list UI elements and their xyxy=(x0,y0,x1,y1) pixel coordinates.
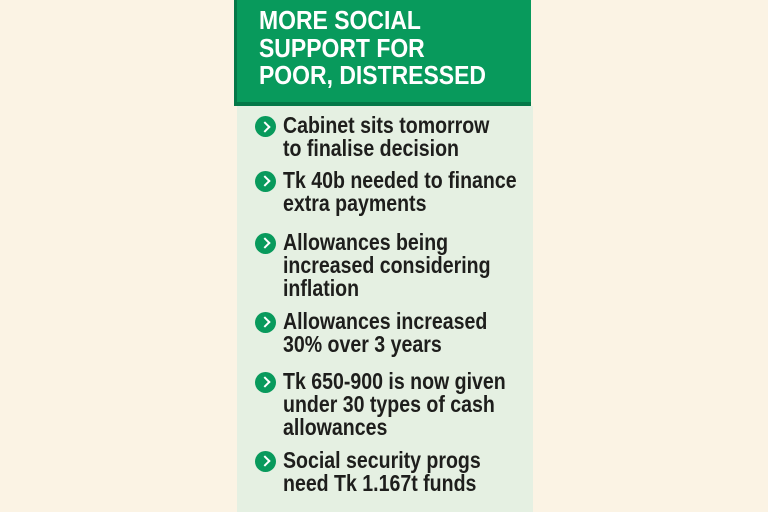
bullet-line: Tk 40b needed to finance xyxy=(283,166,517,193)
title-line: POOR, DISTRESSED xyxy=(259,62,486,90)
chevron-glyph xyxy=(258,455,271,468)
bullet-text: Allowances increased 30% over 3 years xyxy=(283,307,533,358)
chevron-glyph xyxy=(258,175,271,187)
chevron-right-icon xyxy=(255,450,276,472)
bullet-line: Allowances being xyxy=(283,228,449,255)
bullet-line: Tk 650-900 is now given xyxy=(283,367,506,394)
bullet-line: Cabinet sits tomorrow xyxy=(283,112,490,138)
bullet-item: Social security progs need Tk 1.167t fun… xyxy=(237,446,533,497)
title-line: SUPPORT FOR xyxy=(259,34,425,63)
bullet-line: allowances xyxy=(283,414,388,441)
panel-title: MORE SOCIAL SUPPORT FOR POOR, DISTRESSED xyxy=(237,0,531,91)
bullet-line: to finalise decision xyxy=(283,135,459,162)
bullet-item: Tk 40b needed to finance extra payments xyxy=(237,166,533,217)
panel-header: MORE SOCIAL SUPPORT FOR POOR, DISTRESSED xyxy=(234,0,531,106)
bullet-line: extra payments xyxy=(283,190,427,217)
bullet-line: need Tk 1.167t funds xyxy=(283,470,477,497)
bullet-text: Cabinet sits tomorrow to finalise decisi… xyxy=(283,112,533,162)
bullet-line: under 30 types of cash xyxy=(283,391,495,418)
chevron-right-icon xyxy=(255,170,276,192)
chevron-right-icon xyxy=(255,311,276,333)
bullet-text: Social security progs need Tk 1.167t fun… xyxy=(283,446,533,497)
bullet-line: inflation xyxy=(283,275,360,302)
bullet-item: Allowances being increased considering i… xyxy=(237,228,533,302)
bullet-text: Allowances being increased considering i… xyxy=(283,228,533,302)
chevron-glyph xyxy=(258,376,271,388)
bullet-text: Tk 40b needed to finance extra payments xyxy=(283,166,533,217)
chevron-glyph xyxy=(258,316,271,329)
bullet-item: Allowances increased 30% over 3 years xyxy=(237,307,533,358)
bullet-line: Social security progs xyxy=(283,446,481,473)
bullet-text: Tk 650-900 is now given under 30 types o… xyxy=(283,367,533,441)
bullet-line: 30% over 3 years xyxy=(283,331,442,358)
bullet-line: increased considering xyxy=(283,252,491,279)
chevron-glyph xyxy=(258,120,271,133)
title-line: MORE SOCIAL xyxy=(259,7,421,35)
bullet-item: Cabinet sits tomorrow to finalise decisi… xyxy=(237,112,533,162)
bullet-item: Tk 650-900 is now given under 30 types o… xyxy=(237,367,533,441)
chevron-right-icon xyxy=(255,371,276,393)
chevron-glyph xyxy=(258,237,271,249)
chevron-right-icon xyxy=(255,232,276,254)
bullet-line: Allowances increased xyxy=(283,307,488,334)
panel-body: Cabinet sits tomorrow to finalise decisi… xyxy=(237,106,533,512)
chevron-right-icon xyxy=(255,116,276,137)
